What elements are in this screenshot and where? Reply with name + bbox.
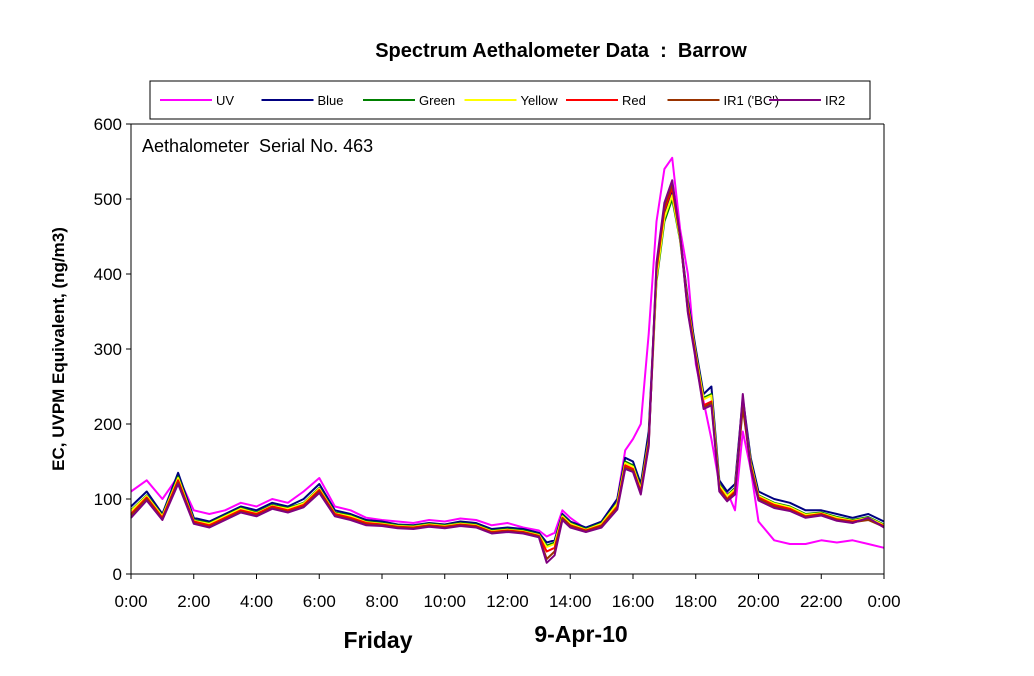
x-tick-label: 16:00 bbox=[612, 592, 655, 611]
chart-title: Spectrum Aethalometer Data : Barrow bbox=[375, 40, 747, 62]
x-tick-label: 0:00 bbox=[867, 592, 900, 611]
y-tick-label: 0 bbox=[113, 565, 122, 584]
footer-date: 9-Apr-10 bbox=[534, 621, 627, 647]
x-tick-label: 22:00 bbox=[800, 592, 843, 611]
x-tick-label: 12:00 bbox=[486, 592, 529, 611]
legend-label: UV bbox=[216, 93, 234, 108]
x-tick-label: 10:00 bbox=[423, 592, 466, 611]
legend-label: Blue bbox=[318, 93, 344, 108]
series-line-ir2 bbox=[130, 179, 885, 564]
series-layer bbox=[130, 156, 885, 564]
x-tick-label: 14:00 bbox=[549, 592, 592, 611]
legend-label: IR1 ('BC') bbox=[724, 93, 780, 108]
y-tick-label: 400 bbox=[94, 265, 122, 284]
legend-label: IR2 bbox=[825, 93, 845, 108]
series-line-uv bbox=[130, 156, 885, 549]
y-tick-label: 600 bbox=[94, 115, 122, 134]
x-tick-label: 4:00 bbox=[240, 592, 273, 611]
x-tick-label: 18:00 bbox=[674, 592, 717, 611]
x-tick-label: 6:00 bbox=[303, 592, 336, 611]
x-tick-label: 2:00 bbox=[177, 592, 210, 611]
y-ticks: 0 100 200 300 400 500 600 bbox=[94, 115, 131, 584]
x-tick-label: 0:00 bbox=[114, 592, 147, 611]
x-ticks: 0:00 2:00 4:00 6:00 8:00 10:00 12:00 14:00 16:00… bbox=[114, 574, 901, 611]
legend-label: Yellow bbox=[521, 93, 559, 108]
y-tick-label: 100 bbox=[94, 490, 122, 509]
x-tick-label: 8:00 bbox=[365, 592, 398, 611]
y-tick-label: 300 bbox=[94, 340, 122, 359]
legend: UV Blue Green Yellow Red IR1 ('BC') IR2 bbox=[149, 80, 871, 120]
legend-label: Green bbox=[419, 93, 455, 108]
x-tick-label: 20:00 bbox=[737, 592, 780, 611]
legend-label: Red bbox=[622, 93, 646, 108]
footer-day: Friday bbox=[343, 627, 412, 653]
y-axis-label: EC, UVPM Equivalent, (ng/m3) bbox=[49, 227, 68, 471]
y-tick-label: 500 bbox=[94, 190, 122, 209]
annotation-serial: Aethalometer Serial No. 463 bbox=[142, 136, 373, 156]
y-tick-label: 200 bbox=[94, 415, 122, 434]
